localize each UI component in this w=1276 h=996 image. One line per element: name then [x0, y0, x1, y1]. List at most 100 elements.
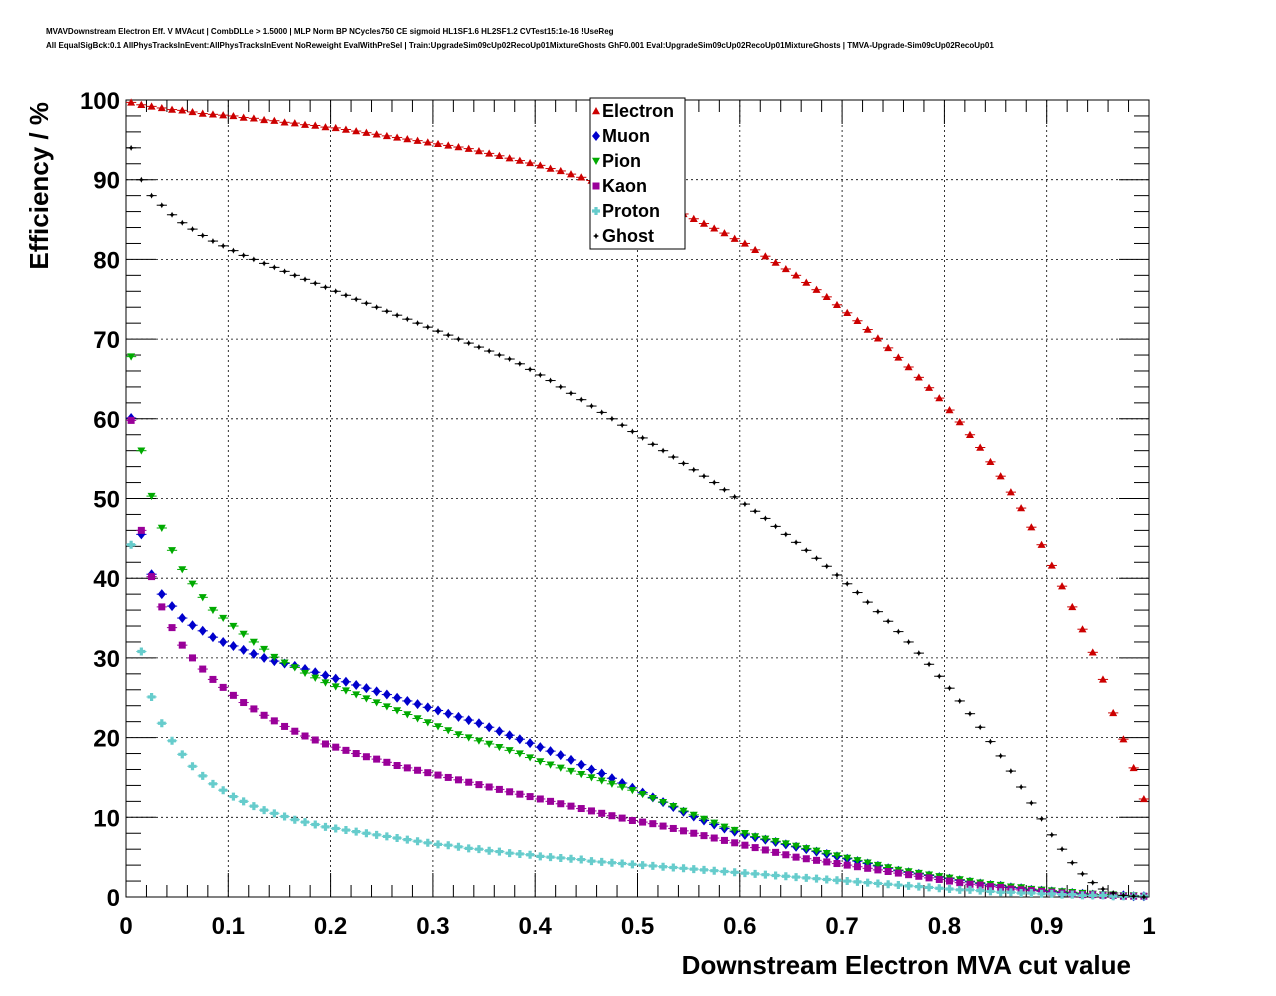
- data-point: [618, 783, 627, 792]
- data-point: [546, 853, 555, 862]
- data-point: [1017, 889, 1026, 898]
- data-point: [168, 624, 176, 632]
- data-point: [393, 834, 402, 843]
- data-point: [986, 883, 994, 891]
- data-point: [853, 877, 862, 886]
- data-point: [546, 761, 555, 769]
- data-point: [434, 771, 442, 779]
- data-point: [1129, 763, 1138, 772]
- data-point: [147, 102, 156, 110]
- y-tick-label: 0: [107, 885, 120, 912]
- data-point: [1130, 893, 1137, 900]
- data-point: [240, 699, 248, 707]
- data-point: [720, 229, 729, 237]
- data-point: [168, 601, 177, 612]
- x-tick-label: 0.2: [314, 913, 347, 940]
- data-point: [249, 802, 258, 811]
- legend-entry-kaon: Kaon: [592, 176, 647, 196]
- data-point: [864, 864, 872, 872]
- data-point: [752, 508, 759, 515]
- legend-marker: [593, 233, 599, 239]
- legend-label: Electron: [602, 101, 674, 121]
- data-point: [863, 325, 872, 333]
- data-point: [526, 738, 535, 749]
- data-point: [208, 606, 217, 615]
- data-point: [648, 794, 657, 803]
- data-point: [465, 340, 472, 347]
- data-point: [372, 699, 381, 707]
- data-point: [382, 689, 391, 700]
- data-point: [189, 226, 196, 233]
- data-point: [782, 531, 789, 538]
- data-point: [914, 882, 923, 891]
- data-point: [178, 613, 187, 624]
- data-point: [720, 867, 729, 876]
- data-point: [169, 211, 176, 218]
- data-point: [495, 726, 504, 737]
- data-point: [792, 853, 800, 861]
- data-point: [229, 792, 238, 801]
- data-point: [741, 841, 749, 849]
- data-point: [1047, 561, 1056, 569]
- data-point: [587, 764, 596, 775]
- data-point: [1139, 794, 1148, 803]
- data-point: [556, 853, 565, 862]
- data-point: [833, 572, 840, 579]
- data-point: [209, 238, 216, 245]
- data-point: [260, 645, 269, 654]
- data-point: [188, 580, 197, 588]
- data-point: [239, 797, 248, 806]
- data-point: [761, 835, 770, 843]
- data-point: [669, 863, 678, 872]
- legend-entry-pion: Pion: [592, 151, 641, 171]
- data-point: [1006, 488, 1015, 496]
- data-point: [475, 781, 483, 789]
- data-point: [280, 659, 289, 667]
- data-point: [291, 272, 298, 279]
- data-point: [915, 650, 922, 657]
- plot-header-line-2: All EqualSigBck:0.1 AllPhysTracksInEvent…: [46, 41, 994, 50]
- data-point: [219, 786, 228, 795]
- data-point: [577, 805, 585, 813]
- data-point: [403, 764, 411, 772]
- data-point: [178, 106, 187, 114]
- data-point: [577, 771, 586, 779]
- y-tick-label: 50: [93, 487, 120, 514]
- data-point: [556, 166, 565, 175]
- data-point: [495, 151, 504, 159]
- data-point: [638, 790, 647, 799]
- data-point: [966, 710, 973, 717]
- data-point: [935, 394, 944, 402]
- data-point: [567, 767, 576, 776]
- data-point: [311, 820, 320, 829]
- data-point: [679, 864, 688, 873]
- data-point: [423, 138, 432, 146]
- x-axis-title: Downstream Electron MVA cut value: [682, 950, 1131, 980]
- data-point: [485, 740, 494, 748]
- data-point: [679, 807, 688, 815]
- data-point: [526, 850, 535, 859]
- data-point: [1069, 859, 1076, 866]
- y-tick-labels: 0 10 20 30 40 50 60 70 80 90 100: [80, 88, 120, 912]
- data-point: [229, 691, 237, 699]
- data-point: [249, 638, 258, 646]
- data-point: [822, 292, 831, 301]
- data-point: [792, 842, 801, 850]
- data-point: [608, 415, 615, 422]
- data-point: [138, 176, 145, 183]
- data-point: [1120, 892, 1127, 899]
- data-point: [996, 888, 1005, 897]
- data-point: [874, 866, 882, 874]
- data-point: [966, 880, 974, 888]
- data-point: [403, 835, 412, 844]
- data-point: [127, 540, 136, 549]
- data-point: [945, 885, 954, 894]
- data-point: [270, 653, 279, 662]
- data-point: [567, 754, 576, 765]
- data-point: [547, 797, 555, 805]
- data-point: [240, 252, 247, 259]
- data-point: [731, 493, 738, 500]
- data-point: [536, 795, 544, 803]
- data-point: [904, 362, 913, 371]
- data-point: [946, 877, 954, 885]
